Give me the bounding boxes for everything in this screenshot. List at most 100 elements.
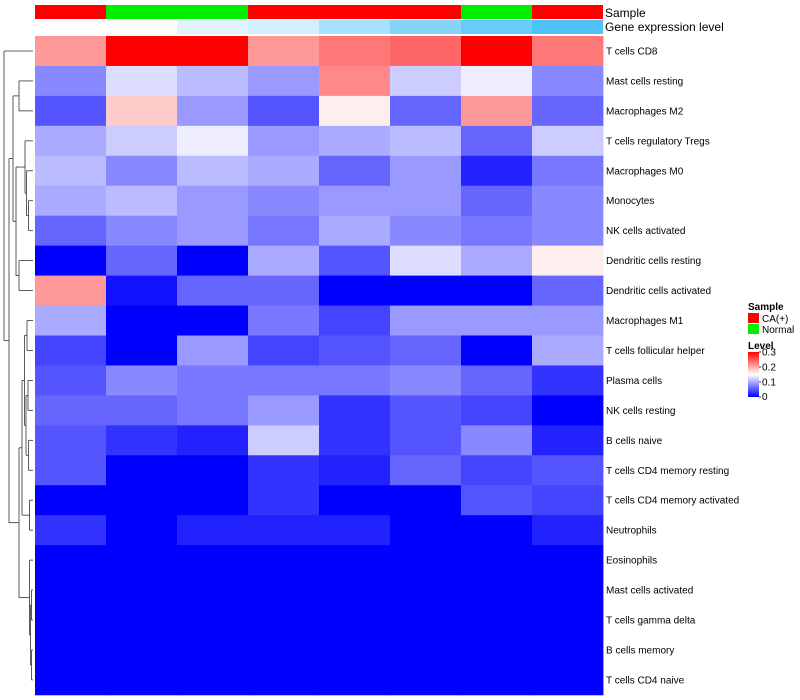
gene-annotation-cell	[177, 20, 248, 34]
heatmap-cell	[35, 215, 107, 247]
heatmap-cell	[390, 155, 462, 187]
heatmap-cell	[177, 155, 249, 187]
heatmap-cell	[106, 605, 178, 636]
heatmap-cell	[461, 485, 533, 516]
heatmap-cell	[177, 395, 249, 426]
row-label: T cells gamma delta	[606, 616, 696, 627]
sample-annotation-cell	[461, 5, 532, 19]
heatmap-cell	[248, 515, 320, 546]
heatmap-cell	[35, 95, 107, 127]
heatmap-cell	[319, 275, 391, 306]
heatmap-cell	[177, 65, 249, 97]
heatmap-cell	[177, 305, 249, 336]
heatmap-cell	[532, 335, 604, 366]
heatmap-cell	[35, 245, 107, 276]
heatmap-cell	[35, 575, 107, 606]
gene-expression-annotation-bar	[35, 20, 603, 34]
heatmap-cell	[390, 245, 462, 276]
heatmap-cell	[319, 245, 391, 276]
heatmap-cell	[35, 335, 107, 366]
heatmap-cell	[461, 125, 533, 157]
heatmap-cell	[461, 305, 533, 336]
row-label: Eosinophils	[606, 556, 657, 567]
row-label: Macrophages M1	[606, 316, 684, 327]
heatmap-cell	[106, 155, 178, 187]
row-label: Mast cells resting	[606, 76, 683, 87]
heatmap-cell	[106, 275, 178, 306]
heatmap-cell	[532, 125, 604, 157]
heatmap-cell	[248, 155, 320, 187]
heatmap-cell	[106, 95, 178, 127]
heatmap-cell	[532, 36, 604, 67]
row-label: Macrophages M0	[606, 166, 684, 177]
heatmap-cell	[461, 515, 533, 546]
heatmap-cell	[532, 575, 604, 606]
legend-swatch-ca	[748, 313, 759, 323]
heatmap-cells	[35, 36, 604, 696]
heatmap-cell	[390, 36, 462, 67]
heatmap-cell	[248, 275, 320, 306]
heatmap-cell	[177, 425, 249, 456]
heatmap-cell	[106, 215, 178, 247]
heatmap-cell	[177, 575, 249, 606]
heatmap-cell	[35, 515, 107, 546]
row-label: B cells naive	[606, 436, 663, 447]
heatmap-cell	[35, 36, 107, 67]
heatmap-cell	[177, 635, 249, 666]
heatmap-cell	[319, 485, 391, 516]
heatmap-cell	[106, 185, 178, 217]
row-label: Neutrophils	[606, 526, 657, 537]
heatmap-cell	[390, 185, 462, 217]
row-label: Macrophages M2	[606, 106, 684, 117]
heatmap-cell	[177, 455, 249, 486]
heatmap-cell	[177, 95, 249, 127]
heatmap-cell	[106, 635, 178, 666]
gene-annotation-cell	[248, 20, 319, 34]
row-label: Mast cells activated	[606, 586, 693, 597]
heatmap-cell	[106, 485, 178, 516]
heatmap-cell	[35, 65, 107, 97]
heatmap-cell	[248, 395, 320, 426]
legend-level-ticks: 0.3 0.2 0.1 0	[759, 348, 776, 403]
heatmap-cell	[390, 425, 462, 456]
heatmap-cell	[177, 605, 249, 636]
heatmap-cell	[390, 365, 462, 396]
heatmap-cell	[319, 575, 391, 606]
heatmap-cell	[248, 95, 320, 127]
heatmap-cell	[532, 155, 604, 187]
sample-annotation-cell	[106, 5, 177, 19]
heatmap-cell	[390, 395, 462, 426]
heatmap-cell	[319, 515, 391, 546]
row-label: NK cells activated	[606, 226, 685, 237]
heatmap-cell	[35, 635, 107, 666]
legend-level-tick-label: 0.3	[762, 348, 776, 359]
heatmap-cell	[106, 395, 178, 426]
heatmap-cell	[461, 635, 533, 666]
heatmap-cell	[106, 425, 178, 456]
row-label: Dendritic cells activated	[606, 286, 711, 297]
heatmap-cell	[390, 664, 462, 696]
heatmap-cell	[177, 275, 249, 306]
heatmap-cell	[106, 365, 178, 396]
heatmap-cell	[177, 335, 249, 366]
heatmap-cell	[390, 455, 462, 486]
heatmap-cell	[319, 455, 391, 486]
heatmap-cell	[390, 125, 462, 157]
heatmap-cell	[532, 515, 604, 546]
row-label: Monocytes	[606, 196, 654, 207]
heatmap-cell	[177, 125, 249, 157]
heatmap-cell	[319, 664, 391, 696]
gene-annotation-cell	[390, 20, 461, 34]
heatmap-cell	[248, 664, 320, 696]
heatmap-cell	[177, 36, 249, 67]
heatmap-cell	[532, 455, 604, 486]
heatmap-cell	[248, 185, 320, 217]
heatmap-cell	[248, 335, 320, 366]
heatmap-cell	[532, 664, 604, 696]
heatmap-cell	[35, 545, 107, 576]
heatmap-cell	[35, 125, 107, 157]
legend-level-tick-label: 0	[762, 392, 768, 403]
heatmap-cell	[390, 305, 462, 336]
heatmap-cell	[319, 365, 391, 396]
